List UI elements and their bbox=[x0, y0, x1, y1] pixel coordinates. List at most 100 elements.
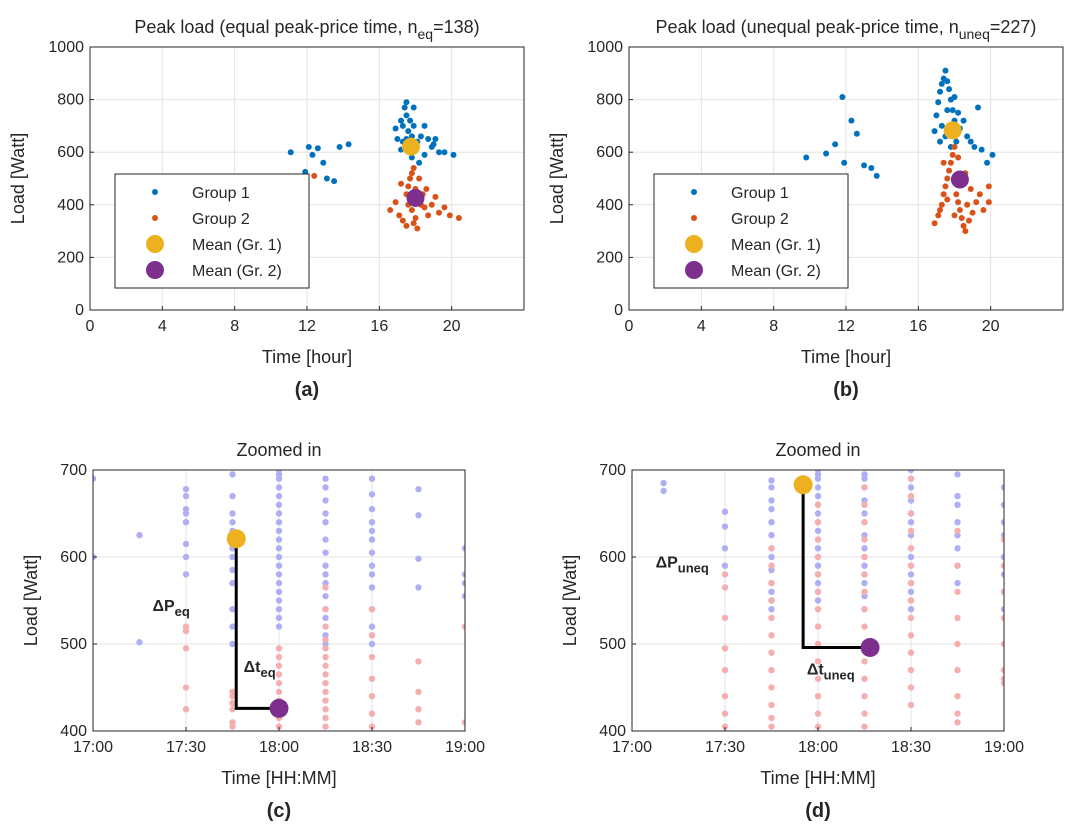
point-group-2-faded bbox=[861, 501, 868, 508]
point-group-2 bbox=[969, 209, 976, 216]
point-group-2-faded bbox=[721, 666, 729, 674]
point-group-1-faded bbox=[768, 553, 775, 561]
point-group-1 bbox=[392, 125, 399, 132]
point-group-1-faded bbox=[907, 470, 915, 474]
point-group-2 bbox=[964, 201, 971, 208]
point-group-1 bbox=[314, 145, 321, 152]
y-tick-label: 700 bbox=[599, 462, 626, 479]
legend-label: Mean (Gr. 2) bbox=[192, 263, 282, 280]
legend-label: Mean (Gr. 1) bbox=[192, 237, 282, 254]
y-tick-label: 400 bbox=[57, 197, 84, 214]
point-group-1-faded bbox=[768, 606, 775, 613]
point-group-2 bbox=[935, 212, 942, 219]
point-group-1-faded bbox=[275, 562, 283, 569]
point-group-1 bbox=[853, 130, 860, 137]
chart-title-sub: eq bbox=[418, 26, 434, 42]
point-group-1-faded bbox=[814, 510, 822, 517]
point-group-1-faded bbox=[368, 549, 376, 556]
point-group-2 bbox=[953, 191, 960, 198]
point-group-1 bbox=[405, 128, 412, 135]
legend-marker bbox=[685, 261, 703, 279]
point-group-1-faded bbox=[415, 555, 422, 562]
point-group-2-faded bbox=[907, 545, 915, 552]
delta-p-label: ΔPuneq bbox=[656, 554, 709, 575]
point-group-2-faded bbox=[768, 545, 775, 552]
point-group-2 bbox=[946, 167, 953, 174]
point-group-1 bbox=[944, 107, 951, 114]
point-group-1-faded bbox=[368, 571, 376, 578]
point-group-2-faded bbox=[229, 706, 236, 713]
point-group-1 bbox=[398, 117, 405, 124]
point-group-2-faded bbox=[182, 645, 190, 652]
point-group-1-faded bbox=[814, 527, 822, 535]
point-group-2-faded bbox=[861, 675, 868, 682]
delta-p-sub: uneq bbox=[678, 560, 709, 575]
point-group-2-faded bbox=[182, 706, 190, 713]
point-group-2 bbox=[955, 199, 962, 206]
point-group-1-faded bbox=[368, 562, 376, 569]
legend-label: Group 2 bbox=[192, 211, 250, 228]
point-group-1-faded bbox=[368, 527, 376, 535]
point-group-2-faded bbox=[229, 693, 236, 700]
point-group-2-faded bbox=[768, 632, 775, 639]
point-group-2-faded bbox=[1000, 536, 1004, 543]
point-group-2-faded bbox=[861, 519, 868, 526]
point-group-1-faded bbox=[861, 475, 868, 482]
point-group-2 bbox=[416, 175, 423, 182]
point-group-2-faded bbox=[415, 719, 422, 726]
point-group-2 bbox=[980, 207, 987, 214]
point-group-2-faded bbox=[275, 662, 283, 669]
point-group-1-faded bbox=[660, 479, 667, 487]
point-group-1-faded bbox=[368, 475, 376, 482]
x-tick-label: 17:00 bbox=[73, 739, 113, 756]
point-group-2-faded bbox=[368, 723, 376, 730]
point-group-1-faded bbox=[768, 588, 775, 595]
point-group-2-faded bbox=[861, 623, 868, 630]
point-group-2-faded bbox=[954, 588, 961, 595]
chart-title-part: Peak load (equal peak-price time, n bbox=[134, 17, 417, 37]
point-group-2-faded bbox=[721, 710, 729, 717]
delta-t-main: Δt bbox=[244, 659, 262, 676]
point-group-2-faded bbox=[461, 719, 465, 726]
point-group-2-faded bbox=[322, 662, 329, 669]
legend-marker bbox=[146, 235, 164, 253]
point-group-1 bbox=[944, 78, 951, 85]
y-tick-label: 1000 bbox=[48, 39, 84, 56]
point-group-1 bbox=[938, 80, 945, 87]
point-group-2 bbox=[944, 175, 951, 182]
x-tick-label: 16 bbox=[370, 318, 388, 335]
point-group-2-faded bbox=[182, 684, 190, 691]
point-group-1 bbox=[421, 122, 428, 129]
point-group-1-faded bbox=[229, 471, 236, 478]
point-group-2-faded bbox=[721, 723, 729, 730]
point-group-1 bbox=[417, 133, 424, 140]
x-tick-label: 20 bbox=[443, 318, 461, 335]
x-tick-label: 12 bbox=[298, 318, 316, 335]
point-group-1 bbox=[336, 143, 343, 150]
point-group-2 bbox=[960, 222, 967, 229]
point-group-1-faded bbox=[368, 519, 376, 526]
point-group-2 bbox=[410, 164, 417, 171]
point-group-2-faded bbox=[229, 723, 236, 730]
point-group-2-faded bbox=[861, 484, 868, 491]
point-group-1-faded bbox=[136, 639, 143, 646]
point-group-1 bbox=[975, 104, 982, 111]
point-group-1 bbox=[949, 107, 956, 114]
y-tick-label: 200 bbox=[596, 249, 623, 266]
point-group-2-faded bbox=[1000, 640, 1004, 648]
x-tick-label: 0 bbox=[86, 318, 95, 335]
point-group-2-faded bbox=[814, 501, 822, 508]
point-group-1-faded bbox=[814, 562, 822, 569]
point-group-1 bbox=[841, 159, 848, 166]
point-group-1 bbox=[410, 104, 417, 111]
point-group-1-faded bbox=[768, 519, 775, 526]
point-group-1 bbox=[425, 136, 432, 143]
point-group-2-faded bbox=[814, 536, 822, 543]
point-group-2-faded bbox=[229, 699, 236, 707]
point-group-1-faded bbox=[814, 484, 822, 491]
x-tick-label: 17:30 bbox=[166, 739, 206, 756]
point-group-1-faded bbox=[322, 571, 329, 578]
point-group-1-faded bbox=[229, 579, 236, 587]
point-group-2-faded bbox=[322, 645, 329, 652]
y-tick-label: 800 bbox=[596, 92, 623, 109]
